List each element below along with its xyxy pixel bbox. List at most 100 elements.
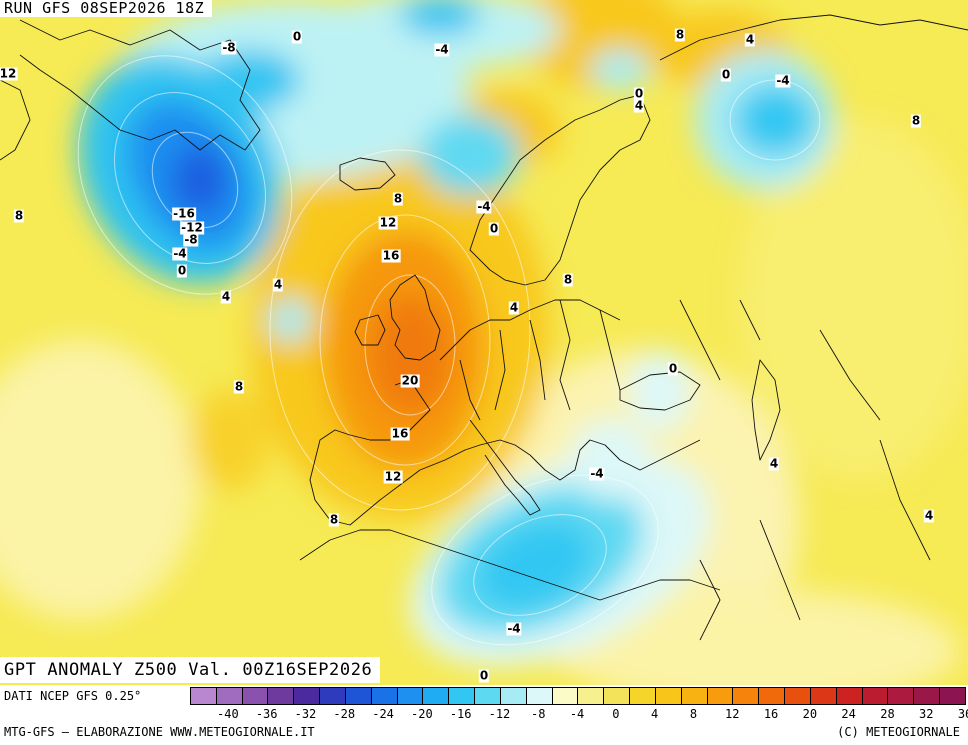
contour-label: -4 xyxy=(172,246,188,261)
contour-label: -4 xyxy=(476,199,492,214)
color-scale-cell xyxy=(681,688,708,704)
contour-label: 4 xyxy=(272,277,284,292)
color-scale-cell xyxy=(836,688,863,704)
color-scale-cell xyxy=(914,688,941,704)
color-scale-cell xyxy=(604,688,631,704)
contour-label: -8 xyxy=(183,232,199,247)
color-scale-tick: 0 xyxy=(612,707,620,721)
color-scale-tick: 20 xyxy=(802,707,818,721)
contour-label: 8 xyxy=(328,512,340,527)
contour-label: 8 xyxy=(392,191,404,206)
contour-label: -4 xyxy=(506,621,522,636)
color-scale-tick: 12 xyxy=(725,707,740,721)
color-scale-tick: 4 xyxy=(651,707,659,721)
contour-label: 0 xyxy=(478,668,490,683)
color-scale-cell xyxy=(242,688,269,704)
color-scale-cell xyxy=(733,688,760,704)
contour-label: 0 xyxy=(488,221,500,236)
color-scale-tick: 32 xyxy=(919,707,934,721)
contour-label: 4 xyxy=(768,456,780,471)
color-scale-cell xyxy=(449,688,476,704)
contour-label: 8 xyxy=(562,272,574,287)
contour-label: 0 xyxy=(291,29,303,44)
color-scale-cell xyxy=(500,688,527,704)
contour-label: -4 xyxy=(434,42,450,57)
color-scale-tick: 16 xyxy=(763,707,779,721)
credit-right: (C) METEOGIORNALE xyxy=(837,725,960,739)
contour-label: -8 xyxy=(221,40,237,55)
credit-left: MTG-GFS — ELABORAZIONE WWW.METEOGIORNALE… xyxy=(4,725,315,739)
color-scale-tick: -12 xyxy=(488,707,511,721)
color-scale-tick: -32 xyxy=(294,707,317,721)
color-scale-tick: -20 xyxy=(411,707,433,721)
anomaly-map: -8 0 -4 8 4 12 0 -4 8 0 4 -16 -12 -8 -4 … xyxy=(0,0,968,685)
contour-label: 4 xyxy=(923,508,935,523)
color-scale-cell xyxy=(268,688,295,704)
contour-label: 12 xyxy=(378,215,398,230)
contour-label: 8 xyxy=(910,113,922,128)
contour-label: -16 xyxy=(172,206,196,221)
color-scale-ticks: -40 -36 -32 -28 -24 -20 -16 -12 -8 -4 0 4 8 12 16 20 24 2… xyxy=(190,707,968,723)
color-scale-cell xyxy=(759,688,786,704)
contour-label: 12 xyxy=(383,469,403,484)
contour-label: 20 xyxy=(400,373,420,388)
contour-label: 4 xyxy=(220,289,232,304)
color-scale-tick: -8 xyxy=(531,707,546,721)
contour-label: 8 xyxy=(233,379,245,394)
contour-label: 0 xyxy=(667,361,679,376)
data-source: DATI NCEP GFS 0.25° xyxy=(4,689,142,703)
color-scale-tick: -24 xyxy=(372,707,394,721)
contour-label: 8 xyxy=(674,27,686,42)
legend-footer: DATI NCEP GFS 0.25° -40 -36 -32 -28 -24 -20 -1… xyxy=(0,685,968,745)
contour-label: 8 xyxy=(13,208,25,223)
color-scale-cell xyxy=(345,688,372,704)
color-scale-cell xyxy=(216,688,243,704)
contour-label: 0 xyxy=(720,67,732,82)
contour-label: 4 xyxy=(633,98,645,113)
color-scale-cell xyxy=(888,688,915,704)
contour-label: 4 xyxy=(508,300,520,315)
color-scale-cell xyxy=(475,688,501,704)
color-scale-cell xyxy=(294,688,321,704)
map-title: GPT ANOMALY Z500 Val. 00Z16SEP2026 xyxy=(0,657,381,683)
color-scale-cell xyxy=(785,688,811,704)
contour-label: 16 xyxy=(381,248,401,263)
contour-label: 16 xyxy=(390,426,410,441)
contour-lines xyxy=(77,55,821,646)
contour-label: 0 xyxy=(633,86,645,101)
color-scale-cell xyxy=(940,688,965,704)
contour-label: -4 xyxy=(775,73,791,88)
contour-label: -12 xyxy=(180,220,204,235)
contour-label: 4 xyxy=(744,32,756,47)
run-label: RUN GFS 08SEP2026 18Z xyxy=(0,0,213,17)
map-canvas xyxy=(0,0,968,685)
color-scale-cell xyxy=(655,688,682,704)
color-scale xyxy=(190,687,966,705)
color-scale-cell xyxy=(578,688,605,704)
color-scale-tick: -28 xyxy=(333,707,356,721)
color-scale-tick: -16 xyxy=(449,707,472,721)
color-scale-cell xyxy=(707,688,734,704)
color-scale-cell xyxy=(552,688,579,704)
coastlines xyxy=(0,14,968,641)
color-scale-tick: 8 xyxy=(689,707,698,721)
color-scale-cell xyxy=(320,688,346,704)
color-scale-tick: 28 xyxy=(880,707,895,721)
color-scale-tick: -40 xyxy=(217,707,239,721)
contour-label: 12 xyxy=(0,66,18,81)
color-scale-cell xyxy=(526,688,553,704)
color-scale-tick: 24 xyxy=(841,707,856,721)
color-scale-tick: 36 xyxy=(957,707,968,721)
color-scale-cell xyxy=(862,688,889,704)
color-scale-tick: -4 xyxy=(569,707,585,721)
color-scale-cell xyxy=(810,688,837,704)
color-scale-cell xyxy=(191,688,217,704)
contour-label: -4 xyxy=(589,466,605,481)
contour-label: 0 xyxy=(176,263,188,278)
anomaly-shading xyxy=(0,0,968,685)
color-scale-cell xyxy=(397,688,424,704)
color-scale-cell xyxy=(371,688,398,704)
color-scale-cell xyxy=(630,688,656,704)
color-scale-cell xyxy=(423,688,450,704)
color-scale-tick: -36 xyxy=(255,707,278,721)
